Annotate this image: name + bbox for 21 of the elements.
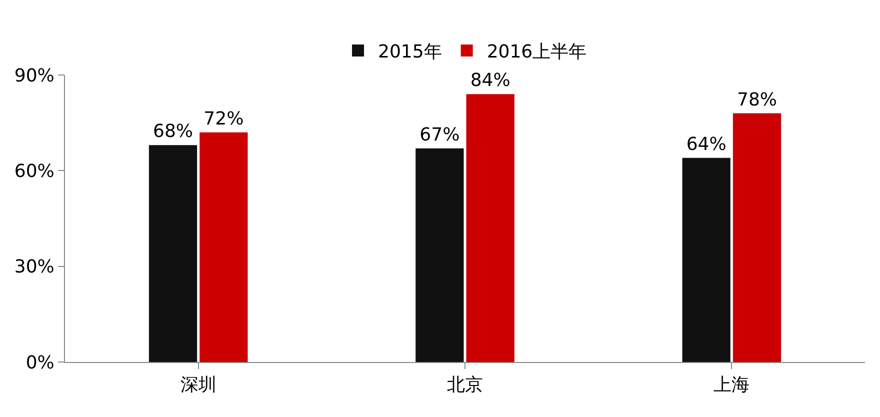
- y-tick-label: 90%: [14, 65, 54, 86]
- data-label: 64%: [686, 134, 726, 155]
- legend-label: 2015年: [378, 41, 442, 62]
- bar: [200, 132, 248, 362]
- data-label: 84%: [470, 70, 510, 92]
- x-tick-label: 上海: [714, 374, 750, 396]
- data-label: 67%: [420, 124, 460, 146]
- x-tick-label: 深圳: [180, 374, 216, 396]
- x-tick-label: 北京: [447, 374, 483, 396]
- bar: [416, 148, 464, 362]
- bar: [682, 158, 730, 362]
- data-label: 78%: [736, 89, 778, 110]
- y-tick-label: 0%: [26, 352, 54, 374]
- data-label: 72%: [204, 108, 244, 130]
- bar: [466, 94, 514, 362]
- bar: [732, 113, 782, 362]
- legend-label: 2016上半年: [486, 41, 587, 62]
- data-label: 68%: [152, 121, 194, 142]
- y-tick-label: 30%: [14, 256, 54, 278]
- bar: [148, 145, 198, 362]
- y-tick-label: 60%: [14, 160, 54, 182]
